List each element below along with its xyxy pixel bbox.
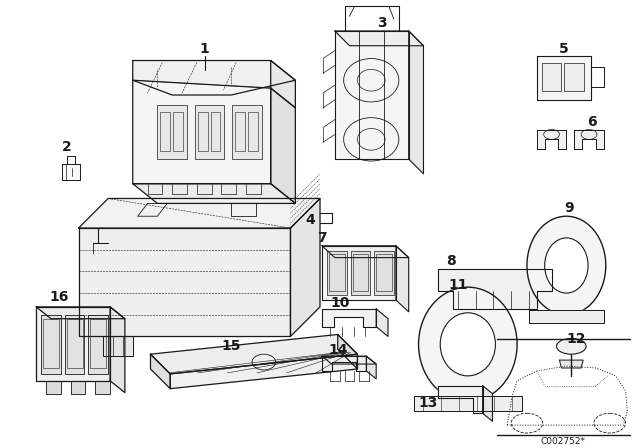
Text: 1: 1 xyxy=(200,42,209,56)
Polygon shape xyxy=(79,198,320,228)
Ellipse shape xyxy=(527,216,606,315)
Text: 12: 12 xyxy=(566,332,586,346)
Polygon shape xyxy=(483,386,492,421)
Bar xyxy=(195,105,225,159)
Text: 7: 7 xyxy=(317,231,327,245)
Polygon shape xyxy=(322,246,396,300)
Polygon shape xyxy=(322,356,366,371)
Bar xyxy=(541,64,561,91)
Bar xyxy=(248,112,258,151)
Polygon shape xyxy=(70,381,86,394)
Polygon shape xyxy=(335,31,409,159)
Bar xyxy=(376,254,392,291)
Polygon shape xyxy=(396,246,409,312)
Text: 9: 9 xyxy=(564,201,574,215)
Polygon shape xyxy=(322,246,409,258)
Polygon shape xyxy=(413,396,522,411)
Bar xyxy=(374,251,394,295)
Bar xyxy=(236,112,245,151)
Bar xyxy=(67,319,83,368)
Polygon shape xyxy=(79,228,291,336)
Polygon shape xyxy=(103,336,132,356)
Ellipse shape xyxy=(557,338,586,354)
Bar xyxy=(161,112,170,151)
Bar xyxy=(564,64,584,91)
Text: 13: 13 xyxy=(419,396,438,410)
Bar xyxy=(232,105,262,159)
Bar xyxy=(88,315,108,374)
Polygon shape xyxy=(574,129,604,149)
Polygon shape xyxy=(271,88,296,203)
Text: 8: 8 xyxy=(446,254,456,267)
Polygon shape xyxy=(537,129,566,149)
Polygon shape xyxy=(231,203,256,216)
Polygon shape xyxy=(132,80,271,184)
Text: C002752*: C002752* xyxy=(541,437,586,446)
Text: 16: 16 xyxy=(49,290,68,304)
Polygon shape xyxy=(322,356,376,364)
Bar xyxy=(65,315,84,374)
Polygon shape xyxy=(366,356,376,379)
Bar xyxy=(351,251,371,295)
Polygon shape xyxy=(132,184,296,203)
Polygon shape xyxy=(36,307,125,319)
Text: 4: 4 xyxy=(305,213,315,227)
Bar xyxy=(329,254,344,291)
Bar xyxy=(198,112,207,151)
Text: 5: 5 xyxy=(559,42,568,56)
Polygon shape xyxy=(322,309,376,327)
Bar xyxy=(211,112,220,151)
Polygon shape xyxy=(338,335,358,369)
Polygon shape xyxy=(132,60,296,95)
Polygon shape xyxy=(559,360,583,368)
Polygon shape xyxy=(62,164,79,180)
Polygon shape xyxy=(376,309,388,336)
Bar xyxy=(173,112,183,151)
Text: 14: 14 xyxy=(328,343,348,357)
Polygon shape xyxy=(335,31,424,46)
Bar xyxy=(327,251,347,295)
Text: 11: 11 xyxy=(448,278,468,292)
Text: 15: 15 xyxy=(221,339,241,353)
Bar xyxy=(353,254,368,291)
Text: 3: 3 xyxy=(377,16,387,30)
Text: 6: 6 xyxy=(587,115,597,129)
Polygon shape xyxy=(150,354,170,389)
Polygon shape xyxy=(529,310,604,323)
Bar xyxy=(41,315,61,374)
Ellipse shape xyxy=(545,238,588,293)
Polygon shape xyxy=(537,56,591,100)
Ellipse shape xyxy=(419,287,517,401)
Polygon shape xyxy=(291,198,320,336)
Polygon shape xyxy=(46,381,61,394)
Bar xyxy=(43,319,59,368)
Bar xyxy=(90,319,106,368)
Polygon shape xyxy=(36,307,110,381)
Text: 10: 10 xyxy=(330,296,349,310)
Polygon shape xyxy=(438,386,483,414)
Ellipse shape xyxy=(440,313,495,376)
Polygon shape xyxy=(95,381,110,394)
Text: 2: 2 xyxy=(62,140,72,154)
Polygon shape xyxy=(138,203,167,216)
Polygon shape xyxy=(150,335,358,374)
Polygon shape xyxy=(170,354,358,389)
Polygon shape xyxy=(438,269,552,309)
Bar xyxy=(157,105,187,159)
Polygon shape xyxy=(110,307,125,392)
Polygon shape xyxy=(271,60,296,108)
Polygon shape xyxy=(409,31,424,174)
